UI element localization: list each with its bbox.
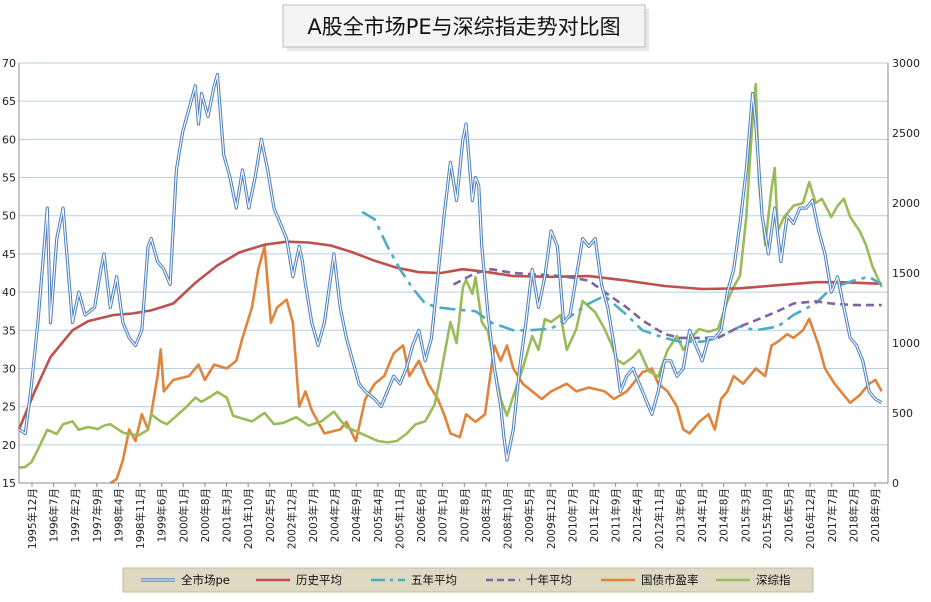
x-tick-label: 2013年6月 [674, 488, 687, 542]
y-right-tick-label: 1500 [892, 267, 920, 280]
x-tick-label: 2006年6月 [415, 488, 428, 542]
y-left-tick-label: 35 [2, 324, 16, 337]
x-tick-label: 2008年10月 [502, 488, 515, 549]
legend-label-4: 国债市盈率 [641, 573, 699, 587]
x-tick-label: 2004年2月 [329, 488, 342, 542]
chart-title: A股全市场PE与深综指走势对比图 [282, 4, 649, 51]
y-left-tick-label: 55 [2, 172, 16, 185]
y-left-tick-label: 65 [2, 95, 16, 108]
x-tick-label: 2016年12月 [804, 488, 817, 549]
y-right-tick-label: 0 [892, 477, 899, 490]
x-tick-label: 2009年12月 [545, 488, 558, 549]
x-tick-label: 2018年2月 [847, 488, 860, 542]
y-right-tick-label: 2500 [892, 127, 920, 140]
y-left-tick-label: 40 [2, 286, 16, 299]
x-tick-label: 2007年8月 [458, 488, 471, 542]
legend-label-0: 全市场pe [181, 573, 230, 587]
series-line-2 [361, 210, 883, 343]
x-tick-label: 2012年4月 [631, 488, 644, 542]
axis-layer: 15 20 25 30 35 40 45 50 55 60 65 70 0 500 1000 1500 2000… [2, 57, 920, 549]
x-tick-label: 2001年3月 [221, 488, 234, 542]
series-line-0-inner [18, 73, 882, 461]
x-tick-label: 2010年7月 [566, 488, 579, 542]
x-tick-label: 2011年2月 [588, 488, 601, 542]
legend: 全市场pe 历史平均 五年平均 十年平均 国债市盈率 深综指 [122, 567, 814, 593]
x-tick-label: 2005年11月 [393, 488, 406, 549]
x-tick-label: 2016年5月 [783, 488, 796, 542]
x-tick-label: 1996年7月 [48, 488, 61, 542]
x-tick-label: 2012年11月 [653, 488, 666, 549]
legend-label-3: 十年平均 [526, 573, 572, 587]
x-tick-label: 2001年10月 [242, 488, 255, 549]
x-tick-label: 2002年5月 [264, 488, 277, 542]
y-left-tick-label: 60 [2, 133, 16, 146]
y-left-tick-label: 70 [2, 57, 16, 70]
x-tick-label: 1997年9月 [91, 488, 104, 542]
series-line-4 [109, 245, 883, 485]
y-left-tick-label: 45 [2, 248, 16, 261]
legend-label-2: 五年平均 [411, 573, 457, 587]
y-left-tick-label: 20 [2, 439, 16, 452]
x-tick-label: 2014年1月 [696, 488, 709, 542]
y-left-tick-label: 25 [2, 401, 16, 414]
x-tick-label: 2009年5月 [523, 488, 536, 542]
x-tick-label: 2005年4月 [372, 488, 385, 542]
series-layer [17, 72, 883, 485]
x-tick-label: 1999年6月 [156, 488, 169, 542]
y-right-tick-label: 1000 [892, 337, 920, 350]
x-tick-label: 2017年7月 [826, 488, 839, 542]
x-tick-label: 1997年2月 [69, 488, 82, 542]
x-tick-label: 2000年1月 [177, 488, 190, 542]
x-tick-label: 2015年10月 [761, 488, 774, 549]
y-left-tick-label: 50 [2, 210, 16, 223]
legend-label-1: 历史平均 [296, 573, 342, 587]
y-right-tick-label: 500 [892, 407, 913, 420]
x-tick-label: 1998年4月 [112, 488, 125, 542]
y-left-tick-label: 30 [2, 362, 16, 375]
legend-box [122, 567, 814, 593]
x-tick-label: 1995年12月 [26, 488, 39, 549]
x-tick-label: 2011年9月 [610, 488, 623, 542]
x-tick-label: 1998年11月 [134, 488, 147, 549]
x-tick-label: 2004年9月 [350, 488, 363, 542]
legend-label-5: 深综指 [756, 573, 791, 587]
x-tick-label: 2008年3月 [480, 488, 493, 542]
x-tick-label: 2015年3月 [739, 488, 752, 542]
x-tick-label: 2007年1月 [437, 488, 450, 542]
chart-title-text: A股全市场PE与深综指走势对比图 [307, 15, 620, 39]
x-tick-label: 2003年7月 [307, 488, 320, 542]
x-tick-label: 2000年8月 [199, 488, 212, 542]
y-left-tick-label: 15 [2, 477, 16, 490]
x-tick-label: 2002年12月 [285, 488, 298, 549]
x-tick-label: 2018年9月 [869, 488, 882, 542]
y-right-tick-label: 3000 [892, 57, 920, 70]
y-right-tick-label: 2000 [892, 197, 920, 210]
x-tick-label: 2014年8月 [718, 488, 731, 542]
